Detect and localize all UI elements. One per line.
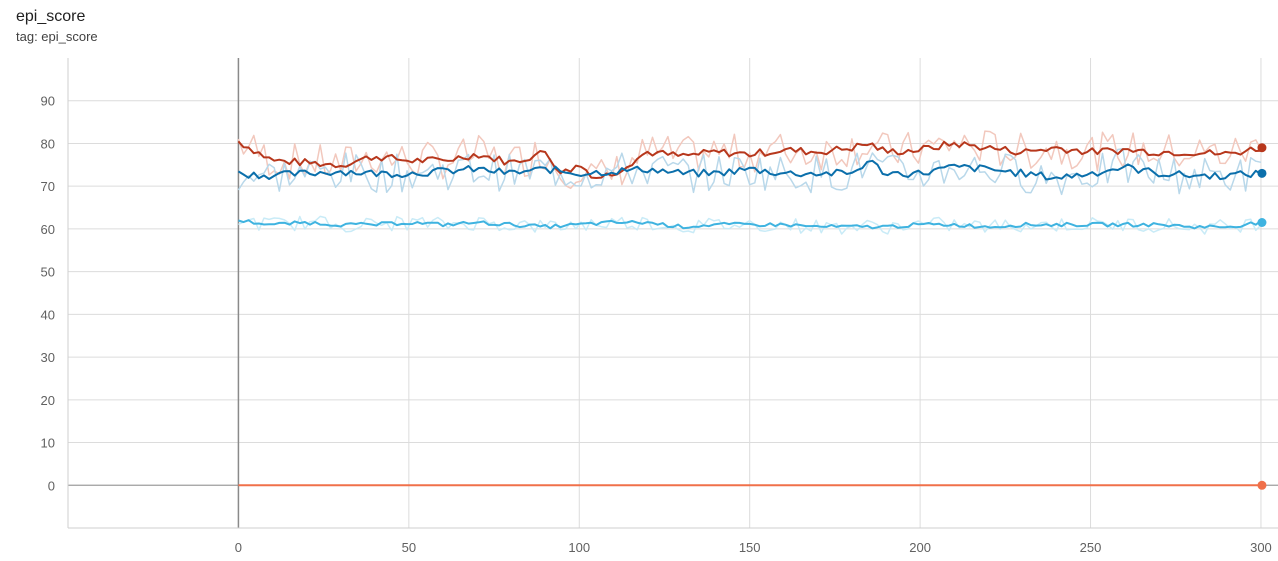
y-tick-label: 90 [41,94,55,109]
y-tick-label: 0 [48,478,55,493]
x-tick-label: 250 [1080,540,1102,555]
x-tick-label: 150 [739,540,761,555]
axes [67,58,1278,529]
raw-series-line [238,215,1262,235]
series-line [237,159,1262,181]
smoothed-series-layer [237,140,1262,487]
x-tick-label: 300 [1250,540,1272,555]
x-tick-label: 200 [909,540,931,555]
raw-series-layer [237,130,1262,235]
series-line [237,140,1262,179]
chart-subtitle: tag: epi_score [16,29,98,44]
chart-title: epi_score [16,8,86,25]
raw-series-line [237,130,1262,190]
y-tick-label: 60 [41,222,55,237]
y-tick-label: 40 [41,307,55,322]
series-end-marker [1257,143,1267,153]
tick-labels: 0 10 20 30 40 50 60 70 80 90 0 50 100 150 200 250 300 [41,94,1272,555]
y-tick-label: 10 [41,436,55,451]
y-tick-label: 30 [41,350,55,365]
end-markers [1257,143,1267,490]
y-tick-label: 80 [41,136,55,151]
x-tick-label: 50 [402,540,416,555]
series-end-marker [1257,218,1267,227]
y-tick-label: 70 [41,179,55,194]
raw-series-line [237,148,1262,196]
y-tick-label: 50 [41,265,55,280]
y-tick-label: 20 [41,393,55,408]
series-end-marker [1257,168,1267,178]
series-line [238,219,1262,230]
grid [68,58,1278,528]
x-tick-label: 0 [235,540,242,555]
x-tick-label: 100 [568,540,590,555]
series-end-marker [1257,480,1267,490]
